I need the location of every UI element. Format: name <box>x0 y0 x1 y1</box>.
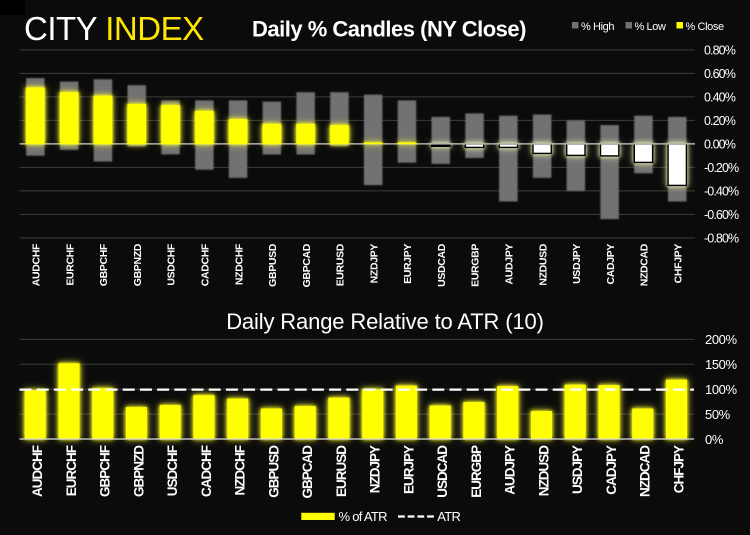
svg-text:CADJPY: CADJPY <box>605 244 617 285</box>
svg-text:GBPNZD: GBPNZD <box>131 445 146 497</box>
svg-text:GBPUSD: GBPUSD <box>266 445 281 498</box>
svg-text:GBPUSD: GBPUSD <box>267 243 279 287</box>
svg-text:NZDCAD: NZDCAD <box>639 243 651 286</box>
svg-text:CHFJPY: CHFJPY <box>672 445 687 493</box>
svg-text:NZDCHF: NZDCHF <box>233 445 248 495</box>
svg-text:Daily % Candles (NY Close): Daily % Candles (NY Close) <box>252 17 526 42</box>
svg-text:150%: 150% <box>705 357 737 372</box>
svg-text:0.00%: 0.00% <box>704 138 736 152</box>
svg-text:NZDCHF: NZDCHF <box>233 243 245 285</box>
svg-text:CADJPY: CADJPY <box>604 445 619 495</box>
svg-text:-0.40%: -0.40% <box>704 185 739 199</box>
svg-text:CITY INDEX: CITY INDEX <box>24 10 204 47</box>
svg-text:% Low: % Low <box>635 21 666 33</box>
svg-text:0%: 0% <box>705 432 724 447</box>
svg-text:NZDCAD: NZDCAD <box>638 445 653 497</box>
svg-text:AUDCHF: AUDCHF <box>30 445 45 497</box>
svg-text:CHFJPY: CHFJPY <box>672 244 684 284</box>
svg-text:NZDJPY: NZDJPY <box>368 445 383 493</box>
svg-text:USDJPY: USDJPY <box>570 445 585 494</box>
svg-text:0.40%: 0.40% <box>704 91 736 105</box>
svg-text:AUDCHF: AUDCHF <box>31 243 43 286</box>
svg-text:USDCAD: USDCAD <box>436 243 448 287</box>
svg-text:USDCAD: USDCAD <box>435 445 450 498</box>
svg-text:EURCHF: EURCHF <box>64 243 76 286</box>
svg-text:EURCHF: EURCHF <box>64 445 79 496</box>
svg-text:USDJPY: USDJPY <box>571 244 583 284</box>
svg-text:GBPNZD: GBPNZD <box>132 243 144 286</box>
svg-text:AUDJPY: AUDJPY <box>503 445 518 495</box>
svg-text:ATR: ATR <box>437 509 460 524</box>
svg-text:NZDUSD: NZDUSD <box>537 243 549 285</box>
svg-text:EURUSD: EURUSD <box>335 243 347 286</box>
svg-text:GBPCAD: GBPCAD <box>300 445 315 499</box>
svg-text:NZDUSD: NZDUSD <box>537 445 552 496</box>
svg-text:0.20%: 0.20% <box>704 114 736 128</box>
svg-text:% High: % High <box>581 21 614 33</box>
svg-text:-0.80%: -0.80% <box>704 232 739 246</box>
svg-text:CADCHF: CADCHF <box>199 445 214 497</box>
svg-text:EURJPY: EURJPY <box>402 244 414 284</box>
svg-text:USDCHF: USDCHF <box>166 243 178 286</box>
svg-text:EURUSD: EURUSD <box>334 445 349 497</box>
svg-text:0.60%: 0.60% <box>704 67 736 81</box>
svg-text:% Close: % Close <box>686 21 724 33</box>
svg-text:AUDJPY: AUDJPY <box>504 244 516 285</box>
svg-text:200%: 200% <box>705 332 737 347</box>
svg-text:% of ATR: % of ATR <box>339 509 388 524</box>
svg-text:GBPCHF: GBPCHF <box>98 445 113 497</box>
svg-text:GBPCHF: GBPCHF <box>98 243 110 286</box>
svg-text:NZDJPY: NZDJPY <box>368 244 380 284</box>
svg-text:USDCHF: USDCHF <box>165 445 180 496</box>
svg-text:EURGBP: EURGBP <box>469 445 484 498</box>
svg-text:0.80%: 0.80% <box>704 44 736 58</box>
svg-text:EURJPY: EURJPY <box>401 445 416 494</box>
svg-text:Daily Range Relative to ATR (1: Daily Range Relative to ATR (10) <box>226 309 544 334</box>
svg-text:100%: 100% <box>705 382 737 397</box>
svg-text:50%: 50% <box>705 407 731 422</box>
svg-text:EURGBP: EURGBP <box>470 244 482 287</box>
svg-text:GBPCAD: GBPCAD <box>301 243 313 287</box>
svg-text:CADCHF: CADCHF <box>200 243 212 286</box>
svg-text:-0.20%: -0.20% <box>704 161 739 175</box>
svg-text:-0.60%: -0.60% <box>704 208 739 222</box>
